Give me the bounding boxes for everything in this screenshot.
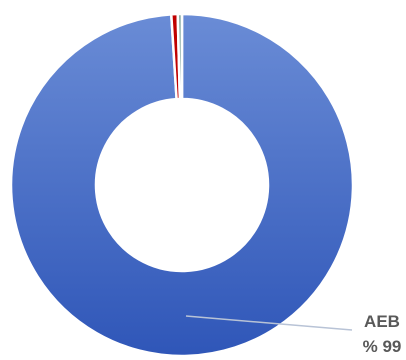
slice-value-aeb: % 99 [363,337,402,356]
donut-slices [11,14,353,356]
slice-label-aeb: AEB [364,312,400,331]
donut-slice-minor-2 [178,14,182,99]
